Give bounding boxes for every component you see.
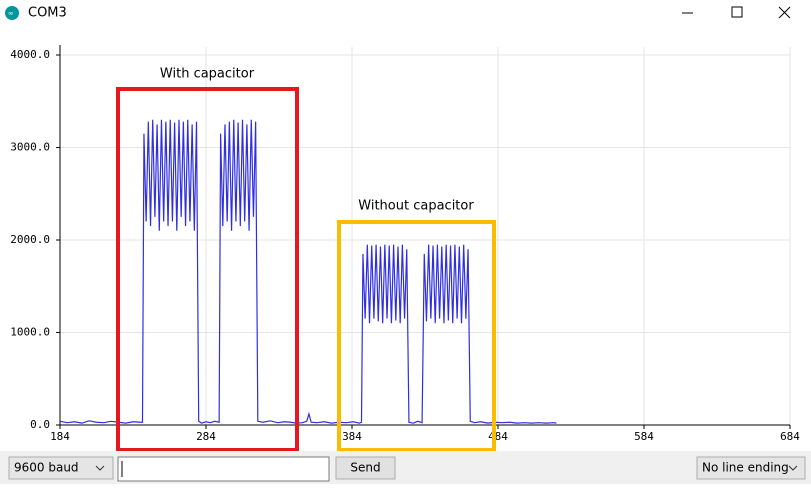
x-tick-label: 184 <box>50 430 70 443</box>
dropdown-arrow <box>95 465 105 471</box>
baud-select[interactable] <box>8 456 114 480</box>
x-tick-label: 284 <box>196 430 216 443</box>
annotation: Without capacitor <box>358 199 474 214</box>
app-icon <box>5 6 19 20</box>
annotation: With capacitor <box>160 67 255 82</box>
y-tick-label: 3000.0 <box>10 141 50 154</box>
close-button[interactable] <box>778 6 791 19</box>
window-title: COM3 <box>28 6 67 21</box>
chart: 0.0 1000.0 2000.0 3000.0 4000.0 184 284 384 484 5… <box>10 45 800 443</box>
message-input[interactable] <box>117 456 330 482</box>
x-tick-label: 684 <box>780 430 800 443</box>
line-ending-label: No line ending <box>702 461 789 475</box>
x-tick-label: 484 <box>488 430 508 443</box>
y-tick-label: 2000.0 <box>10 233 50 246</box>
x-tick-label: 384 <box>342 430 362 443</box>
y-tick-label: 0.0 <box>30 418 50 431</box>
x-tick-label: 584 <box>634 430 654 443</box>
annotation-box <box>116 87 299 452</box>
y-tick-label: 1000.0 <box>10 326 50 339</box>
data-line <box>59 119 557 424</box>
title-bar <box>0 0 811 28</box>
dropdown-arrow <box>788 465 798 471</box>
send-label: Send <box>350 461 380 475</box>
annotation-box <box>337 220 496 452</box>
baud-label: 9600 baud <box>14 461 79 475</box>
line-ending-select[interactable] <box>696 456 806 480</box>
maximize-button[interactable] <box>731 6 743 18</box>
y-tick-label: 4000.0 <box>10 48 50 61</box>
send-button[interactable] <box>335 456 396 480</box>
app-icon-glyph: ∞ <box>8 10 14 18</box>
